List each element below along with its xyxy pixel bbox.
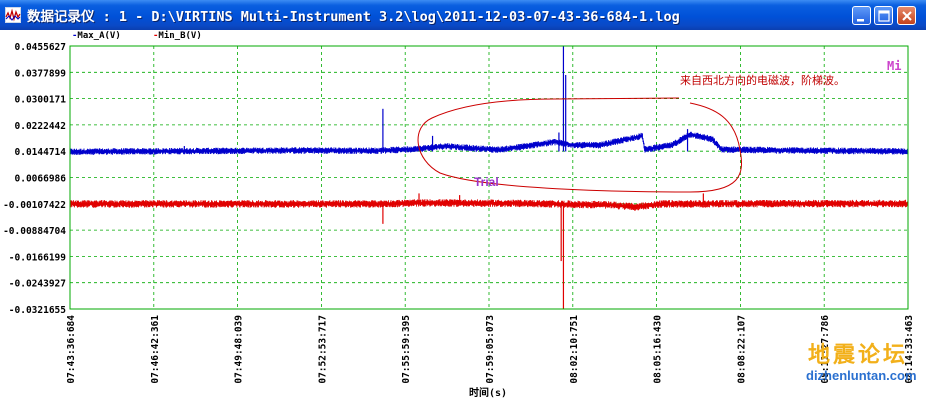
x-tick-label: 08:14:33:463 [904,315,915,384]
x-tick-label: 07:55:59:395 [401,315,412,384]
x-tick-label: 08:02:10:751 [569,315,580,384]
watermark-site-name: 地震论坛 [808,342,908,368]
maximize-icon [878,10,890,22]
y-tick-label: -0.0243927 [9,279,66,290]
y-tick-label: 0.0455627 [15,42,66,53]
maximize-button[interactable] [874,6,893,25]
x-tick-label: 07:49:48:039 [234,315,245,384]
y-tick-label: 0.0066986 [15,174,67,185]
annotation-freehand-curve [417,97,743,193]
y-axis-ticks: 0.0455627 0.0377899 0.0300171 0.0222442 0.01… [3,42,66,316]
x-tick-label: 08:08:22:107 [736,315,747,384]
x-tick-label: 07:46:42:361 [150,315,161,384]
x-tick-label: 07:59:05:073 [485,315,496,384]
y-tick-label: 0.0300171 [15,95,67,106]
y-tick-label: -0.00884704 [3,226,66,237]
x-tick-label: 08:05:16:430 [653,315,664,384]
corner-label: Mi [887,59,901,73]
plot-border [69,45,909,310]
close-icon [902,11,912,21]
annotation-note: 来自西北方向的电磁波，阶梯波。 [680,73,845,87]
y-tick-label: 0.0144714 [15,147,67,158]
legend-entry-max-a: -Max_A(V) [72,31,121,41]
x-axis-label: 时间(s) [469,386,507,399]
y-tick-label: 0.0377899 [15,68,67,79]
y-tick-label: -0.0166199 [9,252,66,263]
legend-entry-min-b: -Min_B(V) [153,31,202,41]
y-tick-label: -0.0321655 [9,305,66,316]
x-tick-label: 07:43:36:684 [66,315,77,384]
x-axis-ticks: 07:43:36:684 07:46:42:361 07:49:48:039 07:5… [66,315,915,384]
chart-legend: -Max_A(V) -Min_B(V) [0,30,926,46]
watermark-url: dizhenluntan.com [806,368,917,383]
close-button[interactable] [897,6,916,25]
title-bar[interactable]: 数据记录仪 : 1 - D:\VIRTINS Multi-Instrument … [0,0,926,30]
y-tick-label: 0.0222442 [15,121,66,132]
window-title: 数据记录仪 : 1 - D:\VIRTINS Multi-Instrument … [27,9,680,25]
legend-label-max-a: Max_A(V) [77,31,121,41]
chart-app-icon [5,7,21,23]
y-tick-label: -0.00107422 [3,200,66,211]
x-tick-label: 07:52:53:717 [317,315,328,384]
trial-watermark: Trial [474,175,499,189]
x-tick-label: 08:11:27:786 [820,315,831,384]
minimize-icon [857,19,864,22]
minimize-button[interactable] [852,6,871,25]
legend-label-min-b: Min_B(V) [158,31,202,41]
